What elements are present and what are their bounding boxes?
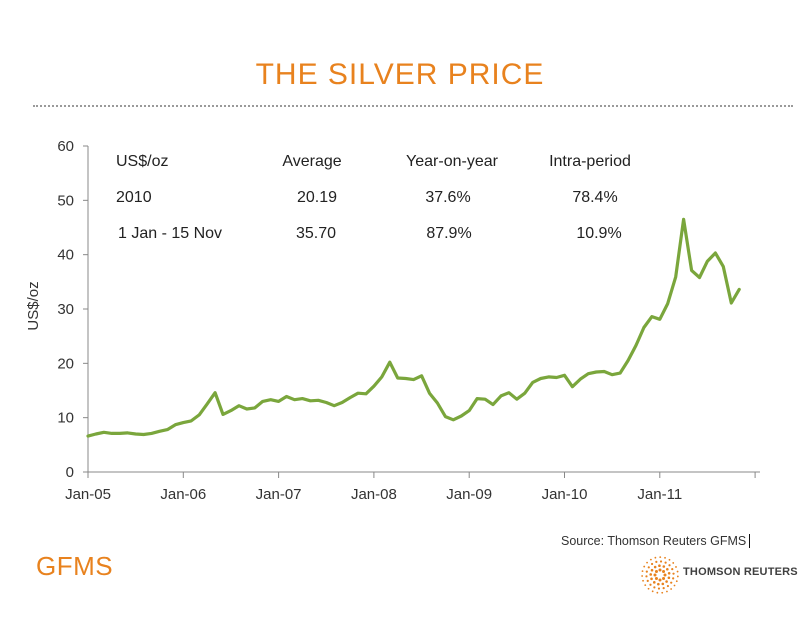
table-header: Intra-period (549, 153, 631, 170)
y-tick-label: 60 (57, 138, 74, 155)
table-cell: 20.19 (297, 189, 337, 206)
y-tick-label: 20 (57, 355, 74, 372)
x-tick-label: Jan-09 (446, 486, 492, 503)
table-header: Year-on-year (406, 153, 499, 170)
chart-ticks: 0 10 20 30 40 50 60 Jan-05 Jan-06 Jan-07 Jan-08 Jan… (57, 138, 756, 503)
y-tick-label: 10 (57, 410, 74, 427)
table-header: US$/oz (116, 153, 168, 170)
y-tick-label: 40 (57, 247, 74, 264)
x-tick-label: Jan-11 (637, 486, 682, 503)
table-cell: 1 Jan - 15 Nov (118, 225, 222, 242)
x-tick-label: Jan-07 (256, 486, 302, 503)
table-cell: 78.4% (572, 189, 617, 206)
y-tick-label: 30 (57, 301, 74, 318)
x-tick-label: Jan-06 (160, 486, 206, 503)
chart-axes (87, 146, 760, 473)
source-note: Source: Thomson Reuters GFMS (561, 534, 751, 548)
silver-price-line (86, 217, 741, 438)
table-cell: 10.9% (576, 225, 621, 242)
y-axis-label: US$/oz (25, 281, 42, 330)
thomson-reuters-logo-text: THOMSON REUTERS (683, 566, 798, 578)
y-tick-label: 50 (57, 192, 74, 209)
dotted-divider (33, 105, 793, 107)
x-tick-label: Jan-08 (351, 486, 397, 503)
x-tick-label: Jan-10 (542, 486, 588, 503)
y-tick-label: 0 (66, 464, 74, 481)
x-tick-label: Jan-05 (65, 486, 111, 503)
table-cell: 35.70 (296, 225, 336, 242)
thomson-reuters-dot-globe-icon (641, 556, 679, 594)
gfms-logo: GFMS (36, 551, 114, 581)
stats-table: US$/oz Average Year-on-year Intra-period 201… (116, 153, 631, 242)
page-title: THE SILVER PRICE (255, 58, 545, 91)
table-cell: 87.9% (426, 225, 471, 242)
table-cell: 2010 (116, 189, 152, 206)
table-header: Average (282, 153, 341, 170)
table-cell: 37.6% (425, 189, 470, 206)
chart-series (86, 217, 741, 438)
